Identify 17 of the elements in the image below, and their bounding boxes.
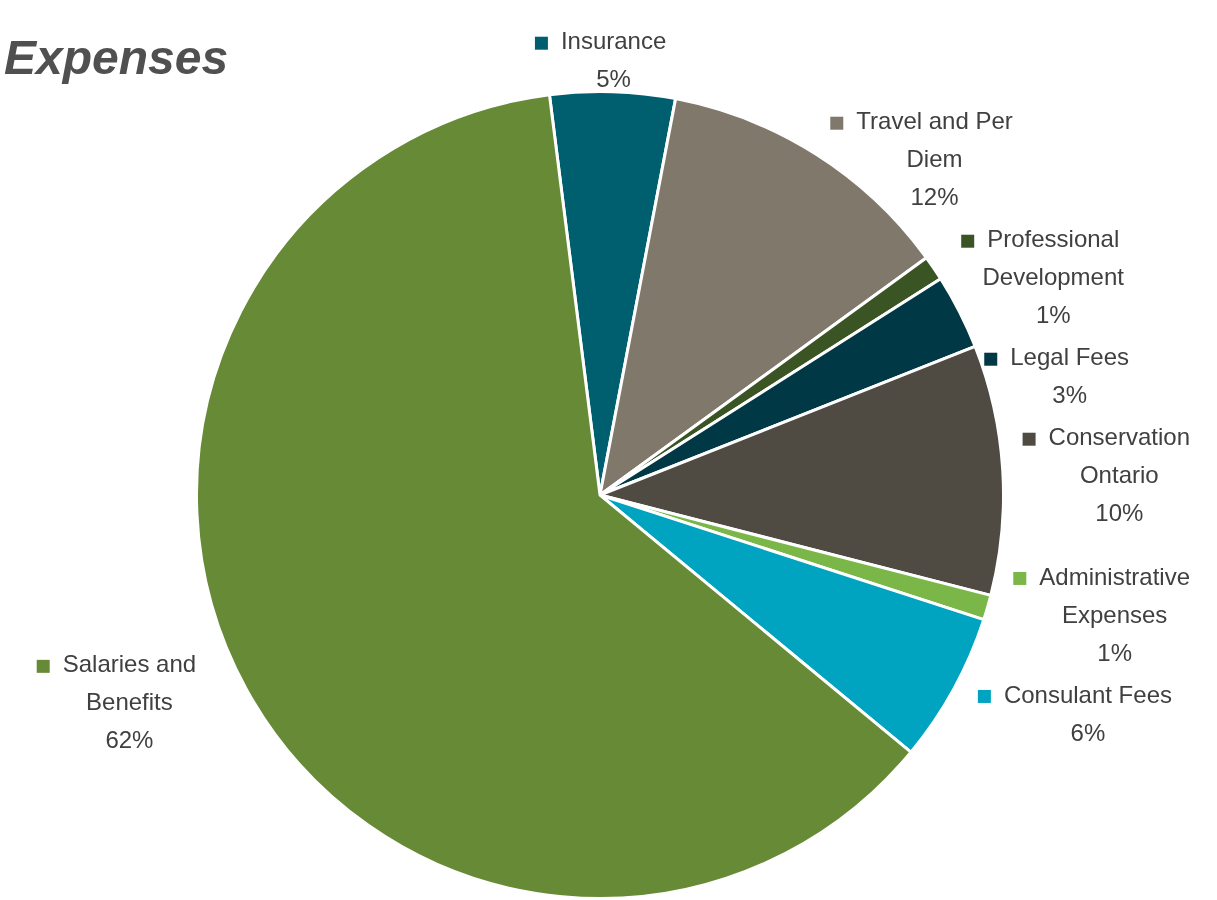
data-label: 1% bbox=[1097, 638, 1132, 666]
legend-label: Administrative Expenses bbox=[1039, 562, 1190, 628]
legend-label: Travel and Per Diem bbox=[856, 107, 1013, 173]
legend-label: Professional Development bbox=[982, 225, 1125, 291]
legend-label: Conservation Ontario bbox=[1048, 423, 1191, 489]
data-label: 62% bbox=[105, 726, 154, 754]
chart-title: Expenses bbox=[4, 30, 229, 85]
data-label: 3% bbox=[1052, 381, 1087, 409]
data-label: 12% bbox=[910, 183, 959, 211]
legend-label: Legal Fees bbox=[1010, 343, 1129, 371]
data-label: 10% bbox=[1095, 499, 1144, 527]
legend-label: Insurance bbox=[560, 27, 667, 55]
data-label: 1% bbox=[1035, 301, 1071, 329]
legend-label: Salaries and Benefits bbox=[62, 650, 197, 716]
legend-label: Consulant Fees bbox=[1003, 680, 1172, 708]
data-label: 5% bbox=[596, 65, 631, 93]
data-label: 6% bbox=[1070, 718, 1106, 746]
